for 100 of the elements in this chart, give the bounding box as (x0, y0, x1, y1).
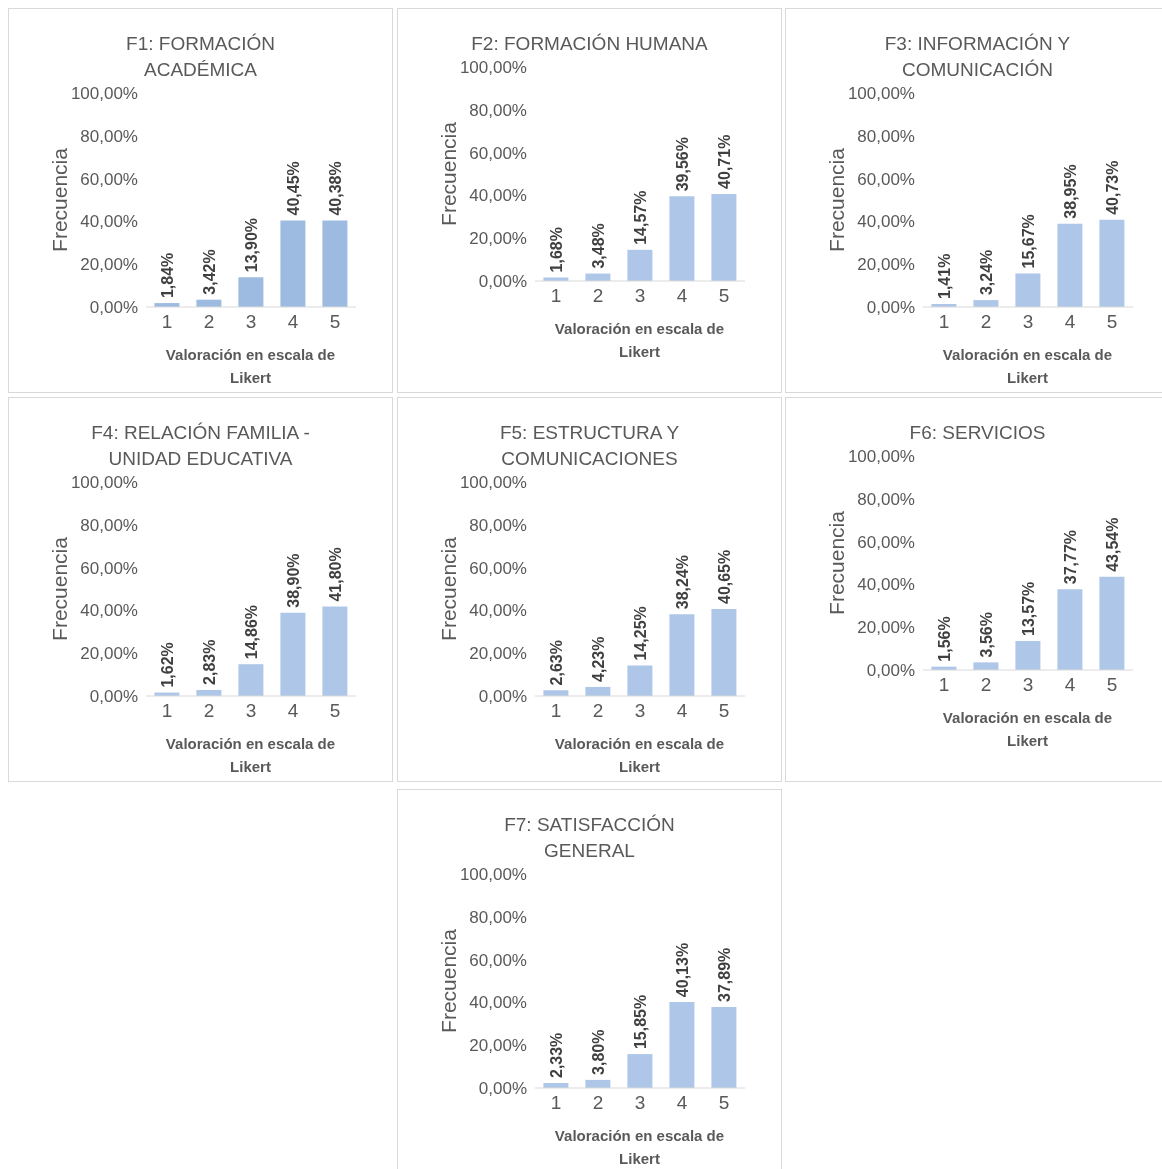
y-tick-label: 100,00% (70, 473, 138, 493)
data-label: 13,57% (1019, 581, 1037, 636)
y-tick-label: 20,00% (856, 618, 915, 638)
y-tick-label: 100,00% (459, 865, 527, 885)
chart-title: F6: SERVICIOS (908, 421, 1047, 445)
data-label: 40,65% (715, 549, 733, 605)
y-tick-label: 20,00% (468, 644, 527, 664)
data-label: 2,83% (200, 639, 218, 685)
y-tick-label: 40,00% (79, 601, 138, 621)
y-tick-label: 60,00% (468, 950, 527, 970)
bar (279, 612, 305, 696)
bar (321, 220, 347, 307)
y-tick-label: 60,00% (856, 532, 915, 552)
bar (668, 1002, 694, 1088)
y-tick-label: 100,00% (459, 473, 527, 493)
data-label: 40,13% (673, 942, 691, 998)
y-tick-label: 0,00% (478, 687, 527, 707)
data-label: 1,68% (547, 227, 565, 273)
x-tick-label: 1 (550, 1092, 561, 1114)
data-label: 14,86% (242, 604, 260, 660)
bar (710, 193, 736, 281)
data-label: 13,90% (242, 217, 260, 273)
bar (710, 609, 736, 696)
x-tick-label: 3 (245, 311, 256, 333)
data-label: 40,71% (715, 134, 733, 189)
y-axis-title: Frecuencia (824, 510, 848, 615)
x-axis-title: Valoración en escala de Likert (554, 734, 725, 777)
chart-title: F5: ESTRUCTURA Y COMUNICACIONES (498, 421, 681, 471)
x-tick-label: 3 (634, 285, 645, 307)
x-tick-label: 2 (203, 311, 214, 333)
bar (972, 662, 998, 670)
data-label: 43,54% (1103, 517, 1121, 572)
x-axis-title: Valoración en escala de Likert (942, 708, 1113, 751)
y-tick-label: 100,00% (847, 84, 915, 104)
y-axis-title: Frecuencia (436, 536, 460, 641)
x-tick-label: 1 (161, 311, 172, 333)
chart-title: F3: INFORMACIÓN Y COMUNICACIÓN (883, 32, 1072, 82)
y-tick-label: 0,00% (866, 298, 915, 318)
y-tick-label: 40,00% (468, 186, 527, 206)
bar (668, 196, 694, 281)
y-tick-label: 100,00% (459, 58, 527, 78)
x-axis-title: Valoración en escala de Likert (942, 345, 1113, 388)
bar (1056, 589, 1082, 670)
y-tick-label: 80,00% (856, 489, 915, 509)
x-axis-title: Valoración en escala de Likert (554, 319, 725, 362)
x-tick-label: 2 (980, 674, 991, 696)
bar (279, 220, 305, 307)
bar (1014, 640, 1040, 670)
y-tick-label: 40,00% (856, 575, 915, 595)
data-label: 1,84% (158, 252, 176, 299)
x-tick-label: 4 (676, 285, 688, 307)
data-label: 3,48% (589, 223, 607, 269)
y-tick-label: 60,00% (468, 143, 527, 163)
data-label: 1,62% (158, 642, 176, 688)
bar (668, 614, 694, 696)
x-tick-label: 4 (676, 700, 688, 722)
bar (1014, 273, 1040, 307)
data-label: 14,25% (631, 606, 649, 661)
chart-title: F7: SATISFACCIÓN GENERAL (503, 813, 676, 863)
y-tick-label: 80,00% (79, 515, 138, 535)
bar (626, 665, 652, 696)
y-tick-label: 20,00% (856, 255, 915, 275)
bar (237, 664, 263, 696)
y-tick-label: 60,00% (79, 169, 138, 189)
y-axis-title: Frecuencia (47, 536, 71, 641)
y-axis-title: Frecuencia (47, 147, 71, 252)
y-tick-label: 80,00% (856, 126, 915, 146)
data-label: 1,56% (935, 616, 953, 662)
chart-title: F4: RELACIÓN FAMILIA - UNIDAD EDUCATIVA (90, 421, 311, 471)
data-label: 2,63% (547, 640, 565, 686)
bar (626, 1054, 652, 1088)
bar (1098, 576, 1124, 670)
x-tick-label: 4 (1064, 674, 1076, 696)
x-tick-label: 1 (550, 700, 561, 722)
x-tick-label: 3 (634, 1092, 645, 1114)
y-tick-label: 60,00% (79, 558, 138, 578)
data-label: 41,80% (326, 547, 344, 602)
y-tick-label: 40,00% (468, 993, 527, 1013)
data-label: 39,56% (673, 137, 691, 192)
y-tick-label: 40,00% (79, 212, 138, 232)
y-tick-label: 20,00% (79, 644, 138, 664)
y-tick-label: 80,00% (468, 100, 527, 120)
bar (321, 606, 347, 696)
y-tick-label: 80,00% (468, 907, 527, 927)
data-label: 37,77% (1061, 529, 1079, 585)
x-tick-label: 3 (634, 700, 645, 722)
x-tick-label: 4 (287, 700, 299, 722)
x-tick-label: 2 (592, 1092, 603, 1114)
data-label: 3,56% (977, 612, 995, 658)
y-tick-label: 60,00% (468, 558, 527, 578)
x-tick-label: 1 (938, 674, 949, 696)
y-tick-label: 20,00% (79, 255, 138, 275)
data-label: 40,38% (326, 161, 344, 216)
bar (626, 249, 652, 281)
y-tick-label: 100,00% (70, 84, 138, 104)
y-tick-label: 60,00% (856, 169, 915, 189)
x-tick-label: 5 (718, 285, 729, 307)
chart-title: F2: FORMACIÓN HUMANA (470, 32, 709, 56)
x-tick-label: 5 (329, 700, 340, 722)
y-tick-label: 0,00% (89, 298, 138, 318)
